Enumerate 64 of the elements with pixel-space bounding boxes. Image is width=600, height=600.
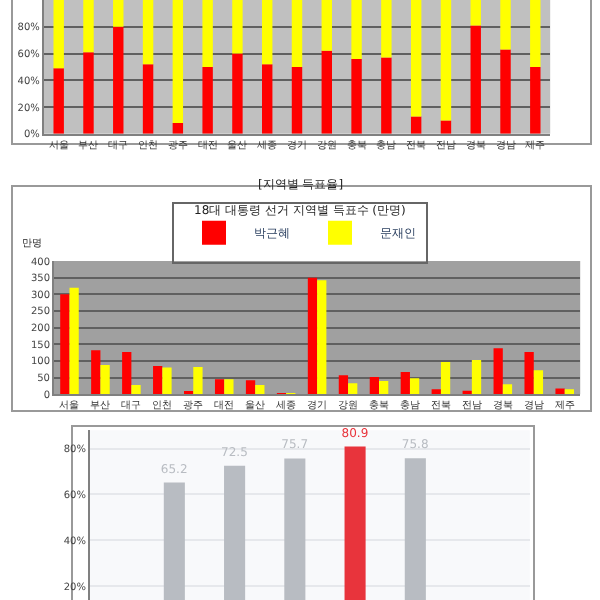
bar <box>193 366 203 395</box>
bar <box>431 389 441 395</box>
bar <box>307 277 318 395</box>
bar <box>351 0 362 59</box>
bar <box>500 49 511 134</box>
bar <box>440 361 451 395</box>
bar <box>381 0 392 58</box>
bar <box>91 350 101 395</box>
bar <box>351 58 362 134</box>
bar <box>83 52 94 134</box>
bar <box>262 0 273 65</box>
bar <box>410 116 422 134</box>
bar <box>381 57 392 134</box>
bar <box>153 365 163 395</box>
bar <box>291 66 303 134</box>
bar <box>493 348 503 395</box>
bar <box>524 351 534 395</box>
bar <box>262 64 273 134</box>
bar <box>338 375 349 395</box>
bar <box>162 367 172 395</box>
bar <box>533 370 544 395</box>
bar <box>317 280 327 395</box>
bar <box>172 123 184 134</box>
bar <box>321 50 332 134</box>
bar <box>113 26 124 134</box>
bar <box>113 0 124 27</box>
bar <box>410 0 422 117</box>
bar <box>245 380 256 395</box>
bar <box>60 294 70 395</box>
bar <box>232 53 243 134</box>
bar <box>100 364 110 395</box>
bar <box>142 0 154 65</box>
bar <box>202 0 213 67</box>
bar <box>400 371 410 395</box>
bar <box>321 0 332 51</box>
bar <box>530 66 541 134</box>
bar <box>172 0 184 124</box>
bar <box>502 384 513 395</box>
bar <box>500 0 511 50</box>
bar <box>224 379 234 395</box>
bar <box>471 359 482 395</box>
bar <box>291 0 303 67</box>
bar <box>530 0 541 67</box>
bar <box>214 379 225 395</box>
bar <box>564 389 574 395</box>
bar <box>409 378 420 395</box>
bar <box>255 384 265 395</box>
bar <box>470 0 481 26</box>
bar <box>470 25 481 134</box>
bar <box>348 383 358 395</box>
bar <box>53 0 64 69</box>
bar <box>142 64 154 134</box>
bar <box>122 351 132 395</box>
bar <box>379 380 389 395</box>
bar <box>440 120 452 134</box>
bar <box>83 0 94 53</box>
bar <box>232 0 243 54</box>
bar <box>555 388 565 395</box>
bar <box>69 287 79 395</box>
bar <box>202 66 213 134</box>
bar <box>440 0 452 121</box>
bar <box>131 384 141 395</box>
bar <box>53 68 64 134</box>
bar <box>369 376 379 395</box>
